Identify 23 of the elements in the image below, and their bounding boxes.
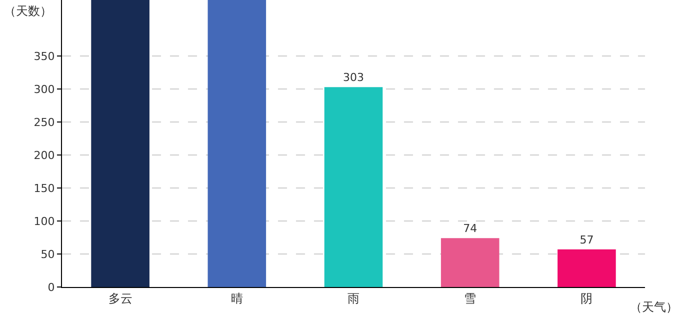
x-tick-label: 多云	[108, 291, 132, 306]
bar	[440, 238, 500, 287]
y-tick-label: 100	[34, 214, 55, 228]
bar	[91, 0, 150, 287]
y-tick-label: 250	[34, 116, 55, 129]
bar	[208, 0, 266, 287]
y-tick-label: 0	[48, 280, 55, 294]
data-label: 57	[580, 233, 594, 246]
y-tick-label: 150	[34, 182, 55, 195]
data-label: 74	[463, 222, 478, 236]
x-tick-label: 雪	[464, 291, 476, 306]
y-tick-label: 350	[34, 50, 55, 63]
bar	[324, 87, 383, 287]
y-tick-label: 200	[34, 148, 55, 162]
y-axis-title: （天数）	[4, 4, 52, 18]
y-tick-label: 300	[34, 82, 55, 96]
x-tick-label: 雨	[348, 291, 360, 306]
x-tick-label: 晴	[230, 291, 243, 306]
x-tick-label: 阴	[580, 291, 593, 306]
y-tick-label: 50	[40, 248, 55, 261]
bar	[558, 249, 616, 287]
data-label: 303	[343, 71, 364, 84]
x-axis-title: （天气）	[630, 300, 678, 314]
